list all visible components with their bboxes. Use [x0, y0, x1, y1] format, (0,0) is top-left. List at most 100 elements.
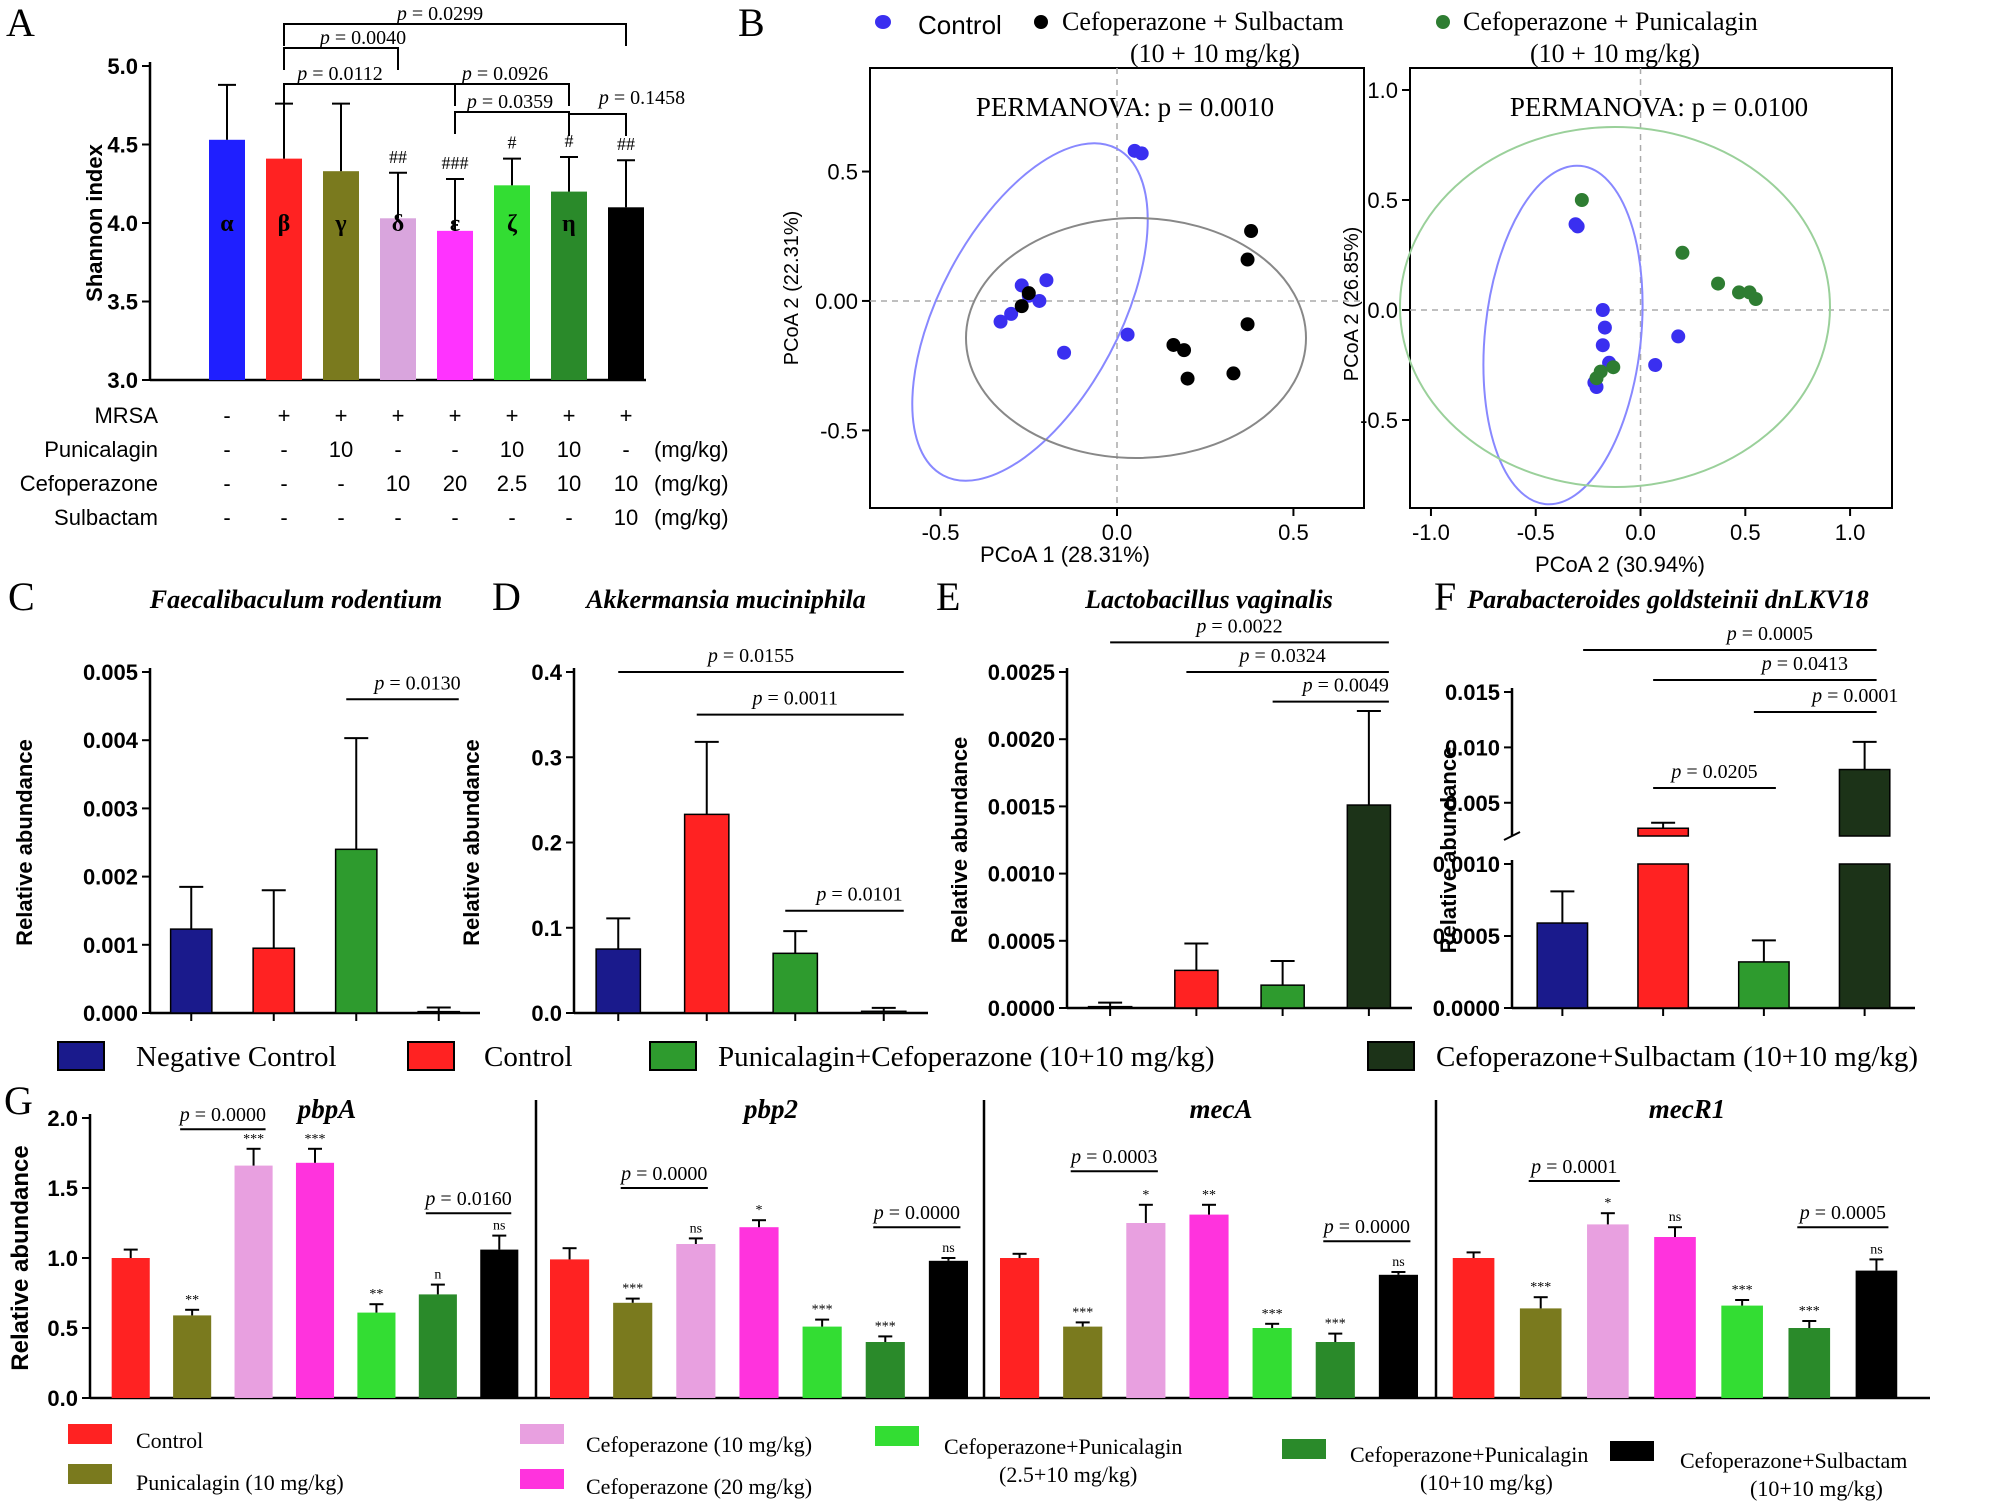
- panel-g-ytick-label: 1.0: [47, 1246, 78, 1271]
- legend-cf-label: Control: [484, 1041, 573, 1073]
- panel-f-ytick-label: 0.015: [1445, 680, 1500, 705]
- panel-a-bar-label: γ: [334, 211, 346, 237]
- panel-c-ytick-label: 0.002: [83, 865, 138, 890]
- panel-g-bar: [111, 1258, 150, 1398]
- panel-b-right-xtick-label: 0.0: [1625, 520, 1656, 545]
- panel-a-pvalue: p = 0.1458: [597, 87, 685, 109]
- legend-cf-label: Punicalagin+Cefoperazone (10+10 mg/kg): [718, 1041, 1215, 1073]
- panel-b-right-ytick-label: 1.0: [1367, 78, 1398, 103]
- panel-b-right-ytick-label: 0.5: [1367, 188, 1398, 213]
- legend-g-label: Cefoperazone+Sulbactam: [1680, 1448, 1907, 1473]
- panel-g-significance: *: [1142, 1188, 1149, 1203]
- panel-g-pvalue: p = 0.0000: [1322, 1216, 1410, 1238]
- panel-g-significance: ***: [1799, 1304, 1820, 1319]
- panel-d-ylabel: Relative abundance: [459, 739, 484, 946]
- panel-f-bar: [1838, 863, 1891, 1009]
- panel-a-table-rowname: Sulbactam: [54, 505, 158, 530]
- panel-a-table-cell: -: [280, 437, 287, 462]
- panel-g-pvalue: p = 0.0000: [872, 1202, 960, 1224]
- panel-c-bar: [334, 848, 378, 1014]
- legend-g-swatch: [68, 1424, 112, 1444]
- panel-a-table-cell: 10: [386, 471, 410, 496]
- legend-g-swatch: [1282, 1439, 1326, 1459]
- panel-g-gene-title: pbp2: [742, 1094, 798, 1124]
- panel-b-right-control-point: [1570, 219, 1585, 234]
- panel-a-table-unit: (mg/kg): [654, 505, 729, 530]
- panel-g-significance: ***: [1732, 1283, 1753, 1298]
- panel-g-bar: [295, 1162, 335, 1398]
- panel-g-significance: ***: [305, 1132, 326, 1147]
- legend-cf-swatch: [407, 1041, 455, 1071]
- panel-g-ytick-label: 2.0: [47, 1106, 78, 1131]
- legend-g-label: Cefoperazone+Punicalagin: [1350, 1442, 1588, 1467]
- panel-f-ylabel: Relative abundance: [1436, 747, 1461, 954]
- panel-g-bar: [739, 1227, 779, 1398]
- legend-g-label: Cefoperazone+Punicalagin: [944, 1434, 1182, 1459]
- panel-b-right-xlabel: PCoA 2 (30.94%): [1535, 552, 1705, 577]
- panel-f-letter: F: [1434, 574, 1456, 619]
- panel-c-bar: [417, 1010, 461, 1014]
- panel-f-ytick-label: 0.010: [1445, 735, 1500, 760]
- panel-g-bar: [1654, 1237, 1696, 1398]
- legend-cf-label: Negative Control: [136, 1041, 337, 1073]
- panel-g-ytick-label: 1.5: [47, 1176, 78, 1201]
- panel-f-pvalue: p = 0.0005: [1725, 623, 1813, 645]
- panel-b-right-ytick-label: 0.0: [1367, 298, 1398, 323]
- panel-g-bar: [1126, 1223, 1166, 1398]
- panel-f-bar: [1637, 863, 1690, 1009]
- panel-a-bar: [437, 230, 473, 380]
- panel-g-significance: ***: [1325, 1317, 1346, 1332]
- panel-c-ytick-label: 0.000: [83, 1001, 138, 1026]
- panel-b-right-treat-point: [1606, 360, 1621, 375]
- panel-g-significance: ***: [243, 1132, 264, 1147]
- panel-g-bar: [1063, 1326, 1103, 1398]
- panel-d-bar: [772, 952, 819, 1014]
- panel-b-left-treat-ellipse: [965, 217, 1307, 459]
- panel-a-bar-label: η: [562, 211, 576, 237]
- panel-g-significance: n: [434, 1268, 441, 1283]
- panel-f-pvalue: p = 0.0413: [1760, 653, 1848, 675]
- panel-b-left-treat-point: [1014, 299, 1029, 314]
- panel-f-ytick-label: 0.005: [1445, 791, 1500, 816]
- panel-a-table-cell: -: [394, 437, 401, 462]
- panel-e-ytick-label: 0.0010: [988, 862, 1055, 887]
- panel-b-legend-swatch: [875, 15, 891, 29]
- panel-a-table-unit: (mg/kg): [654, 437, 729, 462]
- panel-g-ytick-label: 0.0: [47, 1386, 78, 1411]
- legend-g-label: Cefoperazone (10 mg/kg): [586, 1432, 812, 1457]
- panel-g-pvalue: p = 0.0000: [178, 1104, 266, 1126]
- panel-g-significance: ***: [875, 1319, 896, 1334]
- panel-a-ytick-label: 4.5: [107, 133, 138, 158]
- panel-b-left-treat-point: [1166, 337, 1181, 352]
- panel-a-table-cell: -: [622, 437, 629, 462]
- panel-a-table-cell: +: [449, 403, 462, 428]
- panel-f-bar: [1737, 961, 1790, 1009]
- panel-d-bar: [860, 1010, 907, 1014]
- panel-b-right-control-point: [1648, 358, 1663, 372]
- panel-b-left-treat-point: [1177, 343, 1192, 358]
- panel-g-bar: [1788, 1328, 1831, 1398]
- panel-e-ytick-label: 0.0015: [988, 794, 1055, 819]
- panel-a-bracket: [283, 23, 627, 46]
- panel-g-pvalue: p = 0.0001: [1529, 1156, 1617, 1178]
- legend-cf-label: Cefoperazone+Sulbactam (10+10 mg/kg): [1436, 1041, 1918, 1073]
- panel-e-ytick-label: 0.0005: [988, 929, 1055, 954]
- panel-e-bar: [1174, 969, 1219, 1009]
- panel-b-left-control-point: [1032, 293, 1047, 308]
- panel-b-left-treat-point: [1244, 224, 1259, 239]
- panel-b-right-control-ellipse: [1482, 164, 1644, 506]
- panel-b-legend-swatch: [1436, 15, 1450, 29]
- panel-b-left-ytick-label: 0.5: [827, 160, 858, 185]
- panel-d-pvalue: p = 0.0011: [750, 688, 838, 710]
- panel-a-table-unit: (mg/kg): [654, 471, 729, 496]
- panel-g-bar: [1315, 1342, 1355, 1398]
- panel-c-bar: [169, 928, 213, 1014]
- panel-a-table-cell: -: [223, 437, 230, 462]
- panel-a-ytick-label: 4.0: [107, 211, 138, 236]
- panel-g-significance: *: [1604, 1196, 1611, 1211]
- panel-b-left-control-point: [1039, 273, 1054, 288]
- panel-g-bar: [1252, 1328, 1292, 1398]
- panel-g-significance: **: [1202, 1188, 1216, 1203]
- panel-a-table-cell: 20: [443, 471, 467, 496]
- panel-e-ytick-label: 0.0020: [988, 727, 1055, 752]
